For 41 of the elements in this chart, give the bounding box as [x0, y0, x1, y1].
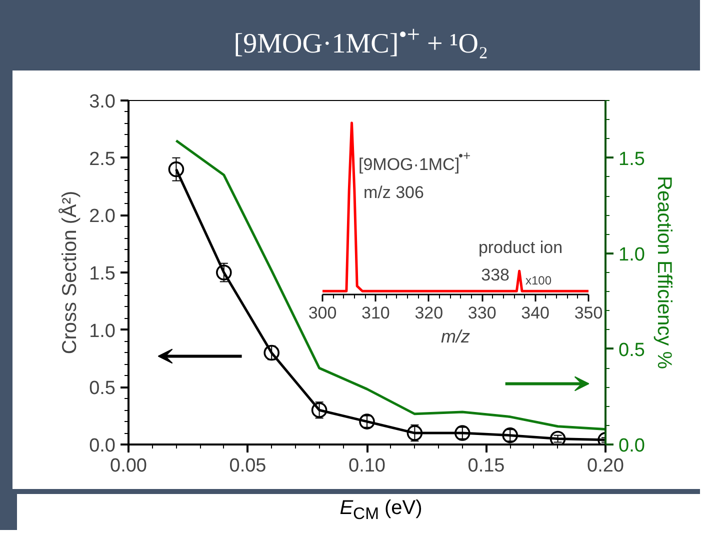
- chart-title: [9MOG·1MC]$^{•+}$ + ¹O₂: [234, 21, 488, 62]
- x-tick-label: 0.20: [587, 456, 624, 476]
- y2-tick-label: 1.0: [618, 244, 645, 266]
- y2-tick-label: 1.5: [618, 148, 645, 170]
- x-axis-title: E$_{CM}$ (eV): [340, 496, 422, 525]
- y-tick-label: 1.0: [89, 320, 116, 342]
- x-tick-label: 310: [362, 304, 390, 322]
- point: [502, 427, 518, 444]
- annotation: m/z 306: [364, 183, 424, 202]
- y2-axis-title: Reaction Efficiency %: [652, 176, 675, 370]
- point: [359, 414, 375, 430]
- y-tick-label: 3.0: [89, 92, 116, 112]
- point: [264, 344, 280, 361]
- point: [216, 264, 232, 280]
- x-tick-label: 330: [468, 304, 496, 322]
- x-tick-label: 0.10: [348, 456, 386, 476]
- annotation: x100: [526, 274, 552, 288]
- x-tick-label: 320: [414, 304, 444, 322]
- y-axis-title: Cross Section (Å²): [58, 190, 82, 354]
- x-tick-label: 0.00: [110, 456, 147, 476]
- point: [454, 425, 470, 441]
- x-axis-title: m/z: [441, 326, 470, 346]
- x-tick-label: 340: [521, 304, 550, 322]
- annotation: [9MOG·1MC]•+: [358, 148, 471, 174]
- point: [311, 402, 328, 418]
- annotation: 338: [481, 266, 510, 284]
- point: [550, 430, 566, 444]
- y2-tick-label: 0.5: [618, 340, 645, 361]
- y-tick-label: 2.0: [89, 206, 116, 228]
- x-tick-label: 0.05: [229, 456, 266, 476]
- y-tick-label: 2.5: [89, 148, 116, 170]
- point: [168, 161, 184, 178]
- annotation: product ion: [478, 238, 563, 257]
- y-tick-label: 1.5: [89, 264, 116, 284]
- y-tick-label: 0.0: [89, 436, 116, 456]
- x-tick-label: 350: [574, 304, 603, 322]
- y-tick-label: 0.5: [89, 378, 116, 400]
- point: [406, 425, 423, 441]
- x-tick-label: 300: [308, 304, 337, 322]
- x-tick-label: 0.15: [468, 456, 505, 476]
- y2-tick-label: 0.0: [618, 436, 645, 456]
